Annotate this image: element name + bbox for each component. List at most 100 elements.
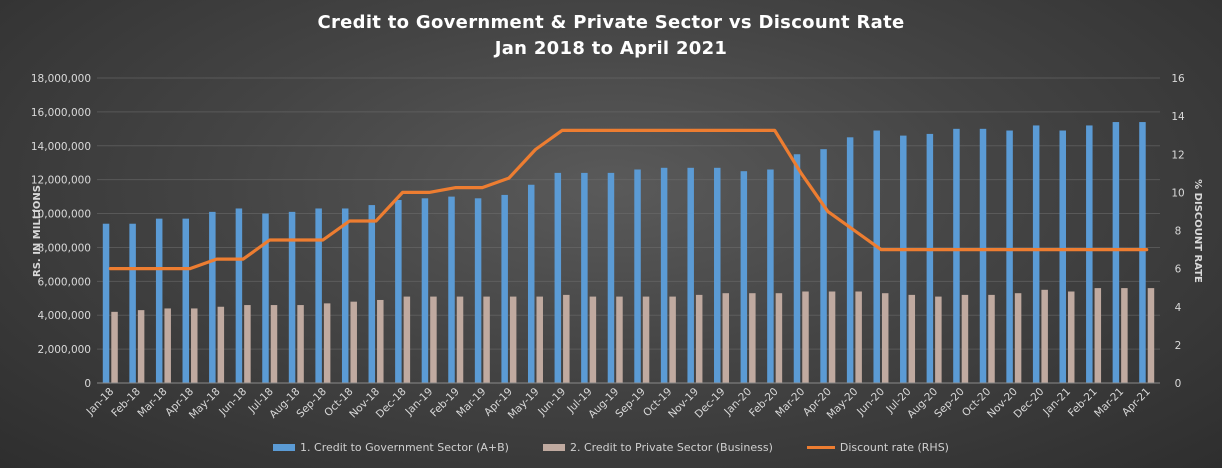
private-bar [1067,291,1075,383]
legend: 1. Credit to Government Sector (A+B) 2. … [0,441,1222,454]
private-bar [563,294,570,383]
x-tick-label: Sep-20 [932,386,967,421]
private-bar [881,293,889,383]
x-tick-label: Dec-20 [1012,386,1047,421]
government-bar [581,172,588,383]
y-tick-label: 10,000,000 [31,209,91,221]
government-bar [129,223,136,383]
private-bar [483,296,490,383]
x-tick-label: Dec-18 [374,386,409,421]
private-bar [217,306,225,383]
x-tick-label: Sep-18 [294,386,329,421]
x-tick-label: Jun-19 [535,386,568,419]
private-bar [536,296,543,383]
government-bar [820,149,827,383]
legend-label-discount-rate: Discount rate (RHS) [839,441,949,454]
private-bar [988,294,995,383]
government-bar [235,208,243,383]
x-tick-label: Dec-19 [693,386,728,421]
legend-label-private: 2. Credit to Private Sector (Business) [569,441,773,454]
discount-rate-line [108,128,1149,271]
private-bar [403,296,411,383]
government-bar [793,154,801,383]
private-bar [244,305,251,383]
y-tick-label: 18,000,000 [31,73,91,85]
government-bar [182,218,190,383]
y-tick-label: 4,000,000 [38,310,91,322]
private-bar [642,296,650,383]
x-tick-label: Sep-19 [613,386,648,421]
government-bar [660,167,668,383]
private-bar [1147,288,1155,383]
government-bar [474,198,482,383]
government-bar [501,194,508,383]
y-tick-label: 8,000,000 [38,242,91,254]
x-tick-label: Jun-20 [854,386,887,419]
private-bar [775,293,783,383]
private-bar [111,311,118,383]
y-tick-label: 12,000,000 [31,175,91,187]
government-bar [1006,130,1013,383]
government-bar [527,184,535,383]
x-tick-label: Apr-21 [1120,386,1153,419]
y2-tick-label: 8 [1175,226,1182,238]
government-bar [953,128,960,383]
private-bar [589,296,597,383]
private-bar [616,296,623,383]
private-bar [908,294,916,383]
legend-swatch-government [273,444,296,451]
private-bar [1121,288,1128,383]
government-bar [687,167,694,383]
private-bar [695,294,703,383]
legend-label-government: 1. Credit to Government Sector (A+B) [300,441,509,454]
private-bar [749,293,756,383]
government-bar [288,211,296,383]
y2-axis-label: % DISCOUNT RATE [1192,179,1203,283]
private-bar [935,296,942,383]
private-bar [191,308,198,383]
y-tick-label: 2,000,000 [38,344,91,356]
government-bar [554,172,562,383]
government-bar [873,130,880,383]
legend-item-government: 1. Credit to Government Sector (A+B) [273,441,509,454]
x-tick-label: Mar-20 [773,386,807,420]
government-bar [155,218,163,383]
government-bar [740,171,748,383]
legend-item-discount-rate: Discount rate (RHS) [806,441,949,454]
government-bar [634,169,641,383]
private-bar [350,301,357,383]
private-bar [430,296,437,383]
legend-item-private: 2. Credit to Private Sector (Business) [542,441,773,454]
government-bar [926,133,934,383]
legend-swatch-discount-rate [806,446,835,449]
private-bar [722,293,730,383]
y2-tick-label: 12 [1171,149,1184,161]
y-axis-label: RS. IN MILLIONS [32,185,43,277]
chart-subtitle: Jan 2018 to April 2021 [494,38,728,59]
bars [102,122,1155,384]
private-bar [1094,288,1102,383]
y2-tick-label: 10 [1171,187,1184,199]
private-bar [456,296,464,383]
chart-title: Credit to Government & Private Sector vs… [317,12,905,33]
government-bar [421,198,429,383]
government-bar [767,169,774,383]
y-tick-label: 14,000,000 [31,141,91,153]
x-tick-label: Mar-19 [454,386,488,420]
legend-swatch-private [542,444,565,451]
government-bar [1059,130,1066,383]
private-bar [1014,293,1022,383]
y-tick-label: 0 [84,378,91,390]
y2-tick-label: 6 [1175,264,1182,276]
y-tick-label: 6,000,000 [38,276,91,288]
government-bar [209,211,216,383]
x-tick-label: Jun-18 [216,386,249,419]
y2-tick-label: 16 [1171,73,1185,85]
private-bar [270,305,278,383]
government-bar [979,128,987,383]
private-bar [323,303,331,383]
discount-rate-line-group [108,128,1149,271]
private-bar [137,310,145,383]
government-bar [1139,122,1146,384]
